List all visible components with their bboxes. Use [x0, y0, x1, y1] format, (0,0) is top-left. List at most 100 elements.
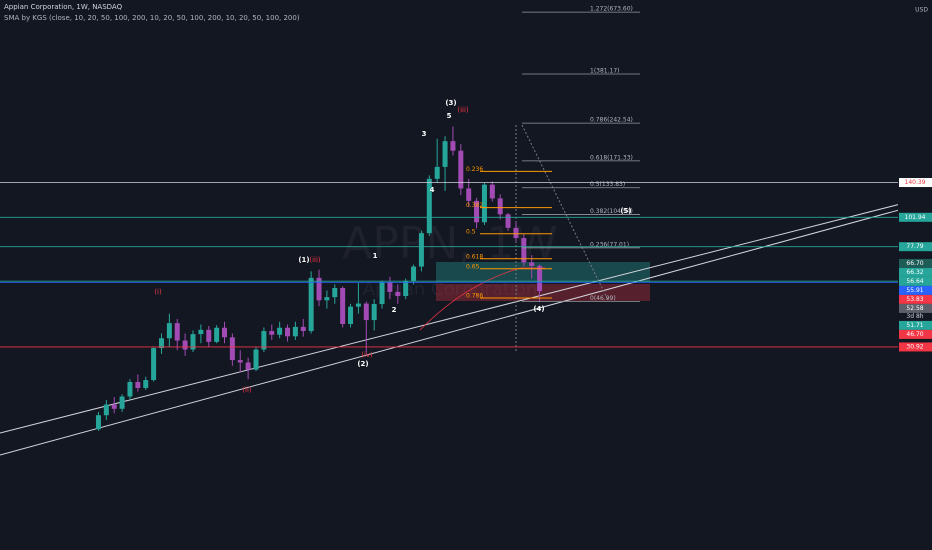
price-box — [899, 276, 932, 286]
price-box-label: 66.32 — [906, 269, 923, 276]
fib-label: 1(381.17) — [590, 67, 620, 74]
projection-line — [521, 124, 609, 301]
candle-body — [222, 327, 227, 338]
price-box-label: 56.64 — [906, 278, 923, 285]
candle-body — [450, 141, 456, 151]
candle-body — [371, 304, 377, 321]
candle-body — [521, 238, 527, 263]
candle-body — [285, 327, 291, 337]
candle-body — [537, 265, 543, 292]
candle-body — [253, 349, 259, 370]
chart-title: Appian Corporation, 1W, NASDAQ — [4, 3, 123, 11]
price-box — [899, 285, 932, 295]
candle-body — [458, 150, 464, 189]
candle-body — [466, 188, 472, 201]
price-box-label: 30.92 — [906, 343, 923, 350]
candle-body — [411, 266, 417, 281]
retracement-label: 0.5 — [466, 228, 476, 235]
candle-body — [277, 327, 283, 335]
candle-body — [355, 303, 361, 307]
retracement-label: 0.786 — [466, 293, 483, 300]
candle-body — [190, 334, 196, 350]
fib-label: 1.272(673.60) — [590, 6, 633, 13]
price-box-label: 46.70 — [906, 331, 923, 338]
candle-body — [348, 306, 354, 324]
candle-body — [387, 282, 393, 292]
fib-label: 0.382(104.54) — [590, 208, 633, 215]
wave-label: 4 — [430, 186, 435, 194]
candle-body — [214, 327, 220, 342]
candle-body — [261, 331, 267, 350]
wave-label: (1) — [298, 256, 309, 264]
candle-body — [529, 262, 535, 266]
candle-body — [505, 214, 511, 228]
candle-body — [418, 233, 424, 267]
candle-body — [182, 340, 188, 350]
candle-body — [403, 280, 409, 297]
price-box — [899, 320, 932, 330]
candle-body — [332, 287, 338, 298]
candle-body — [245, 362, 251, 370]
price-box — [899, 303, 932, 313]
price-box — [899, 329, 932, 339]
wave-label: (4) — [533, 305, 544, 313]
candle-body — [379, 282, 385, 305]
wave-label: (ii) — [242, 386, 252, 394]
candle-body — [151, 348, 157, 381]
candle-body — [489, 184, 495, 199]
candle-body — [269, 331, 275, 335]
candle-body — [158, 338, 164, 349]
price-box-label: 101.94 — [905, 214, 926, 221]
retracement-label: 0.382 — [466, 202, 483, 209]
wave-label: 5 — [447, 112, 452, 120]
candle-body — [229, 337, 235, 361]
currency-label: USD — [915, 7, 928, 14]
price-box-label: 53.83 — [906, 296, 923, 303]
price-box — [899, 342, 932, 352]
price-box-label: 55.91 — [906, 287, 923, 294]
fib-label: 0.5(133.83) — [590, 181, 625, 188]
candle-body — [206, 329, 212, 342]
candle-body — [95, 415, 101, 430]
candle-body — [308, 277, 314, 332]
candle-body — [103, 404, 109, 416]
wave-label: (i) — [154, 288, 162, 296]
stop-zone — [436, 284, 650, 301]
price-box — [899, 178, 932, 188]
candle-body — [111, 404, 117, 409]
candle-body — [237, 360, 243, 363]
candle-body — [119, 396, 125, 409]
fib-label: 0.236(77.01) — [590, 241, 629, 248]
candle-body — [143, 380, 149, 388]
countdown: 3d 8h — [906, 313, 923, 320]
price-box — [899, 267, 932, 277]
candle-body — [363, 303, 369, 321]
candle-body — [324, 297, 330, 301]
retracement-label: 0.618 — [466, 253, 483, 260]
candle-body — [497, 198, 503, 215]
candle-body — [316, 277, 322, 301]
fib-label: 0.618(171.33) — [590, 154, 633, 161]
price-box — [899, 258, 932, 268]
retracement-label: 0.65 — [466, 263, 480, 270]
wave-label: (iii) — [457, 106, 469, 114]
price-box-label: 66.70 — [906, 260, 923, 267]
candle-body — [198, 329, 204, 335]
candle-body — [127, 381, 133, 397]
fib-label: 0.786(242.54) — [590, 117, 633, 124]
wave-label: 3 — [422, 130, 427, 138]
wave-labels: (3) (iii) 5 3 4 (1) (iii) 1 2 (2) (iv) (… — [154, 99, 631, 394]
y-axis: 140.39 101.94 77.79 66.70 66.32 56.64 55.91 53.… — [899, 178, 932, 352]
candle-body — [481, 184, 487, 223]
candle-body — [513, 227, 519, 239]
indicator-label: SMA by KGS (close, 10, 20, 50, 100, 200,… — [4, 14, 300, 22]
plot: 1.272(673.60) 1(381.17) 0.786(242.54) 0.618… — [0, 6, 898, 431]
candle-body — [300, 326, 306, 332]
price-box-label: 140.39 — [905, 179, 926, 186]
candle-body — [340, 287, 346, 324]
retracement-label: 0.236 — [466, 166, 483, 173]
wave-label: (iv) — [361, 351, 373, 359]
trendline — [0, 200, 932, 456]
price-box-label: 77.79 — [906, 243, 923, 250]
